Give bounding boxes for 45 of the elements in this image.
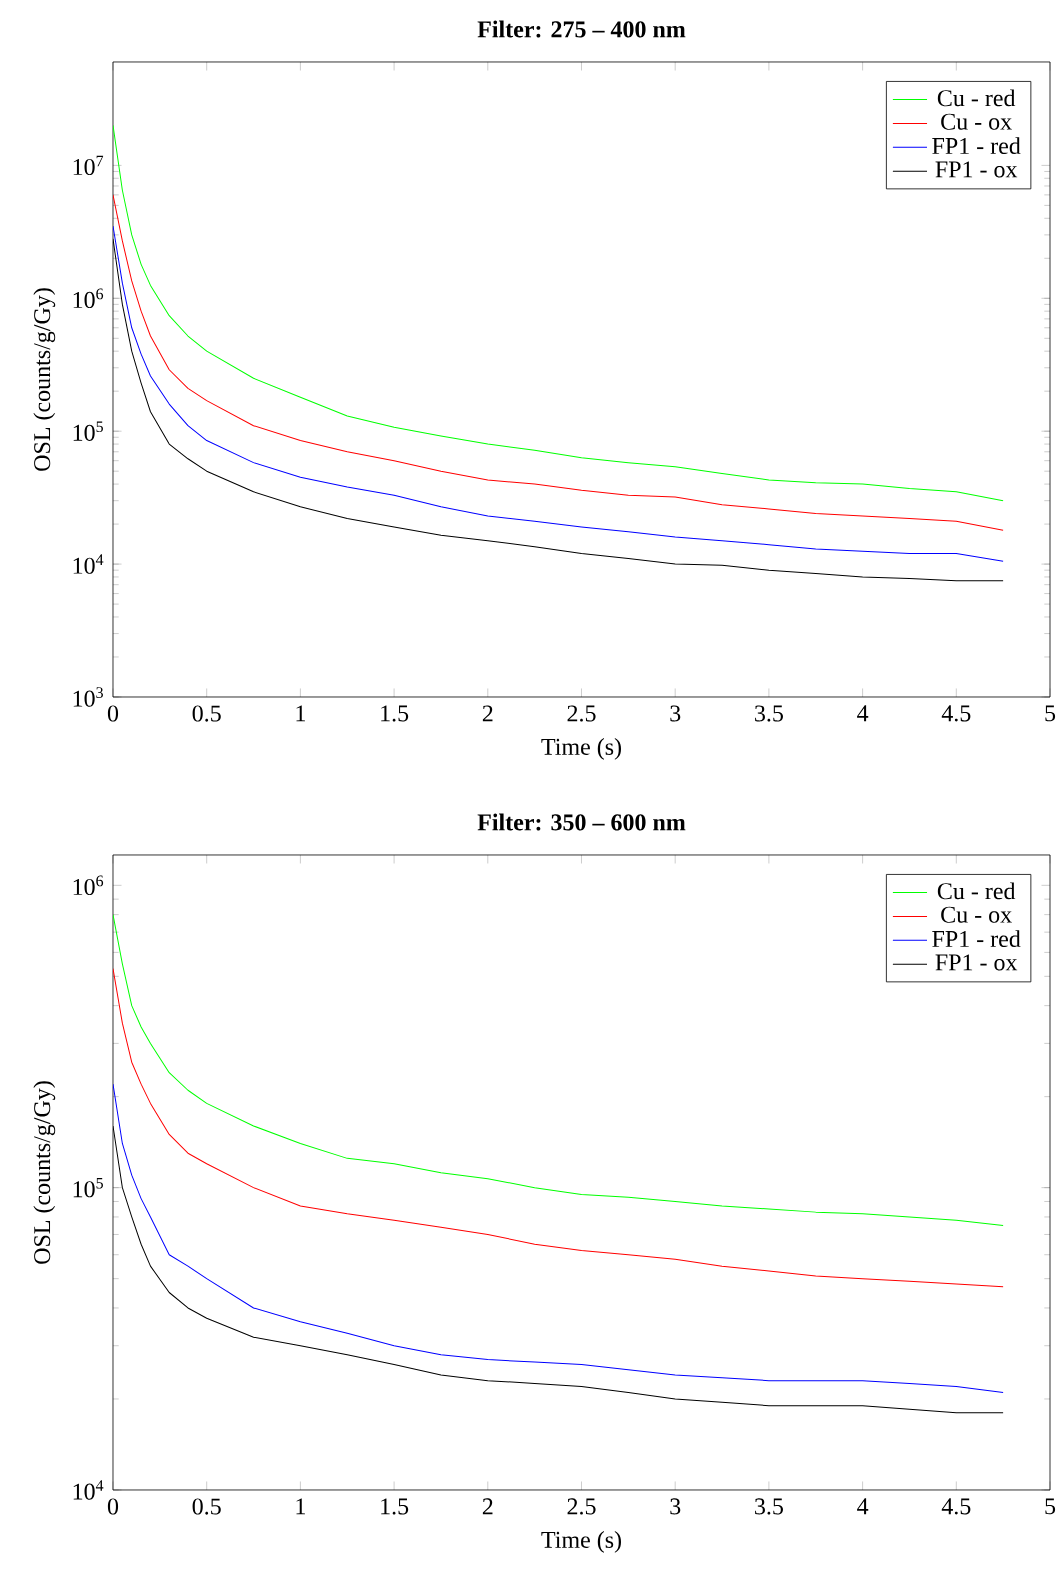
x-tick-label: 1.5 <box>381 1498 409 1515</box>
y-tick-label: 10$^{3}$ <box>73 687 103 707</box>
x-tick-label: 5 <box>1045 705 1056 722</box>
legend-label: Cu - red <box>937 882 1016 900</box>
x-tick-label: 3 <box>670 1498 681 1515</box>
x-tick-label: 1.5 <box>381 705 409 722</box>
y-tick-label: 10$^{7}$ <box>73 155 104 176</box>
x-tick-label: 0.5 <box>192 1498 221 1515</box>
line-series <box>113 194 1004 531</box>
x-tick-label: 2 <box>482 1498 493 1515</box>
x-tick-label: 3 <box>670 705 681 722</box>
x-axis-title: Time (s) <box>541 738 621 760</box>
x-tick-label: 4 <box>857 1498 869 1515</box>
x-tick-label: 4.5 <box>941 1498 971 1515</box>
x-tick-label: 2.5 <box>567 1498 596 1515</box>
legend-label: Cu - red <box>937 89 1016 107</box>
legend-label: FP1 - red <box>932 930 1021 948</box>
x-tick-label: 1 <box>296 1498 305 1515</box>
x-tick-label: 5 <box>1045 1498 1056 1515</box>
x-tick-label: 0.5 <box>192 705 221 722</box>
chart-title: Filter: 275 – 400 nm <box>477 20 686 38</box>
y-tick-label: 10$^{5}$ <box>73 421 103 441</box>
legend-label: FP1 - red <box>932 137 1021 155</box>
x-tick-label: 3.5 <box>755 705 783 722</box>
x-tick-label: 4 <box>857 705 869 722</box>
y-tick-label: 10$^{4}$ <box>73 554 104 574</box>
legend-label: Cu - ox <box>941 113 1012 130</box>
y-tick-label: 10$^{4}$ <box>73 1480 104 1500</box>
y-tick-label: 10$^{5}$ <box>73 1177 103 1198</box>
legend-label: FP1 - ox <box>935 161 1018 178</box>
y-tick-label: 10$^{6}$ <box>73 875 104 896</box>
x-tick-label: 1 <box>296 705 305 722</box>
x-tick-label: 2.5 <box>567 705 596 722</box>
y-axis-title: OSL (counts/g/Gy) <box>33 288 56 471</box>
y-axis-title: OSL (counts/g/Gy) <box>33 1081 56 1264</box>
chart-title: Filter: 350 – 600 nm <box>477 813 686 831</box>
legend-label: Cu - ox <box>941 906 1012 923</box>
x-axis-title: Time (s) <box>541 1531 621 1553</box>
x-tick-label: 0 <box>107 1498 119 1515</box>
x-tick-label: 2 <box>482 705 493 722</box>
x-tick-label: 0 <box>107 705 119 722</box>
x-tick-label: 3.5 <box>755 1498 783 1515</box>
y-tick-label: 10$^{6}$ <box>73 288 104 309</box>
x-tick-label: 4.5 <box>941 705 971 722</box>
legend-label: FP1 - ox <box>935 954 1018 971</box>
